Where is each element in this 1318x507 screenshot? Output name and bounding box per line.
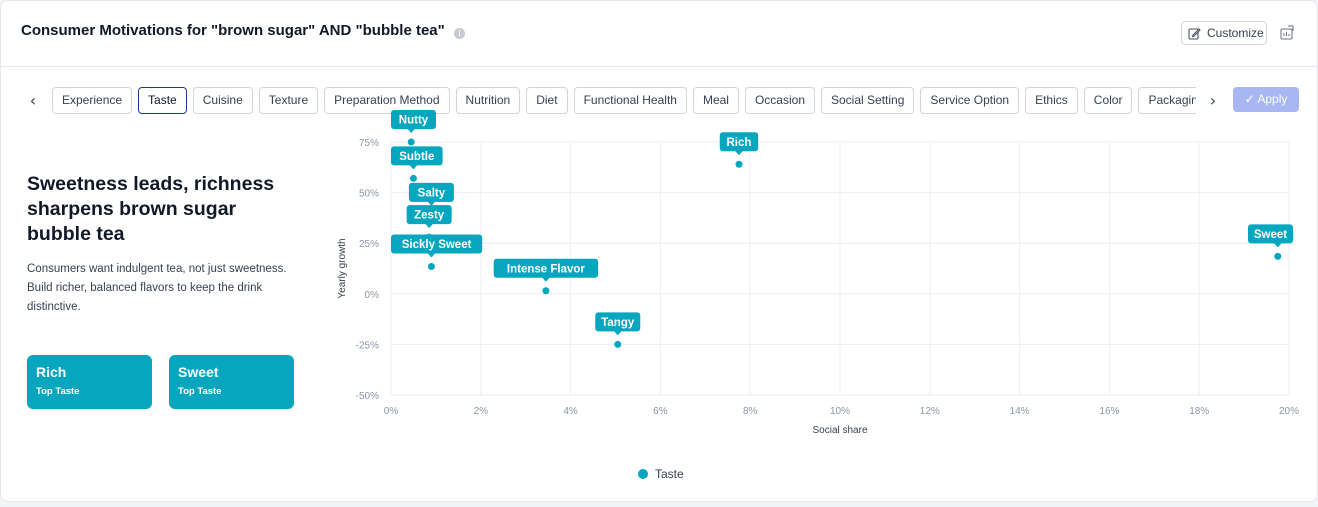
- insight-description: Consumers want indulgent tea, not just s…: [27, 263, 287, 313]
- data-point: [1274, 252, 1282, 260]
- y-tick-label: 25%: [359, 239, 379, 250]
- insight-headline: Sweetness leads, richness sharpens brown…: [27, 173, 275, 245]
- data-label: Subtle: [399, 151, 434, 163]
- page-title: Consumer Motivations for "brown sugar" A…: [21, 22, 445, 39]
- x-tick-label: 2%: [474, 406, 489, 417]
- y-tick-label: 0%: [365, 290, 380, 301]
- legend-marker: [638, 469, 648, 479]
- tabs-next-button[interactable]: ›: [1209, 91, 1217, 110]
- data-label-box: [1248, 224, 1293, 244]
- x-tick-label: 6%: [653, 406, 668, 417]
- tab-color[interactable]: Color: [1083, 87, 1133, 114]
- kpi-card-rich: Rich Top Taste: [27, 355, 152, 409]
- tab-preparation-method[interactable]: Preparation Method: [324, 87, 450, 114]
- x-tick-label: 4%: [563, 406, 578, 417]
- x-tick-label: 12%: [920, 406, 940, 417]
- y-tick-label: 75%: [359, 138, 379, 149]
- data-label-box: [406, 205, 452, 225]
- customize-button[interactable]: Customize: [1181, 21, 1267, 45]
- tab-taste[interactable]: Taste: [138, 87, 187, 114]
- data-label-pointer: [409, 164, 418, 170]
- y-tick-label: 50%: [359, 189, 379, 200]
- tabs-list: Experience Taste Cuisine Texture Preparation…: [52, 87, 1196, 115]
- x-tick-label: 14%: [1010, 406, 1030, 417]
- data-label-pointer: [427, 201, 436, 206]
- kpi-title: Sweet: [178, 364, 219, 380]
- data-label: Sickly Sweet: [402, 239, 472, 251]
- x-tick-label: 10%: [830, 406, 850, 417]
- tab-packaging[interactable]: Packaging: [1138, 87, 1196, 114]
- x-tick-label: 16%: [1099, 406, 1119, 417]
- taste-tabs-bar: ‹ Experience Taste Cuisine Texture Preparati…: [1, 87, 1317, 115]
- data-label-box: [391, 234, 483, 254]
- tab-functional-health[interactable]: Functional Health: [573, 87, 687, 114]
- tab-service-option[interactable]: Service Option: [920, 87, 1020, 114]
- data-point: [542, 287, 550, 295]
- info-icon[interactable]: i: [454, 28, 465, 39]
- tab-texture[interactable]: Texture: [258, 87, 319, 114]
- data-label-box: [719, 132, 759, 152]
- edit-icon: [1188, 27, 1201, 40]
- apply-button[interactable]: ✓ Apply: [1233, 87, 1299, 112]
- kpi-subtitle: Top Taste: [178, 386, 222, 397]
- data-label: Zesty: [414, 210, 445, 222]
- data-label-box: [493, 258, 599, 278]
- tab-ethics[interactable]: Ethics: [1025, 87, 1078, 114]
- data-point: [409, 174, 417, 182]
- data-label-box: [595, 312, 641, 332]
- tab-cuisine[interactable]: Cuisine: [192, 87, 253, 114]
- kpi-title: Rich: [36, 364, 67, 380]
- data-label: Intense Flavor: [507, 263, 585, 275]
- data-label-pointer: [541, 277, 550, 282]
- data-label-pointer: [613, 330, 622, 336]
- tabs-viewport: Experience Taste Cuisine Texture Preparation…: [52, 87, 1196, 115]
- x-tick-label: 20%: [1279, 406, 1299, 417]
- legend-label: Taste: [655, 467, 684, 481]
- data-label: Nutty: [399, 115, 429, 127]
- data-label-pointer: [1273, 242, 1282, 248]
- scatter-chart: 0% 2% 4% 6% 8% 10% 12% 14% 16% 18% 20%75%50%25%0%-…: [337, 110, 1299, 436]
- y-axis-title: Yearly growth: [337, 238, 348, 298]
- data-label-box: [391, 110, 436, 129]
- data-label-box: [391, 146, 443, 166]
- tab-diet[interactable]: Diet: [526, 87, 568, 114]
- y-tick-label: -50%: [356, 391, 379, 402]
- tab-occasion[interactable]: Occasion: [744, 87, 815, 114]
- data-point: [735, 160, 743, 168]
- y-tick-label: -25%: [356, 340, 379, 351]
- card-header: Consumer Motivations for "brown sugar" A…: [1, 1, 1317, 67]
- x-tick-label: 18%: [1189, 406, 1209, 417]
- data-label-pointer: [407, 128, 416, 133]
- kpi-card-sweet: Sweet Top Taste: [169, 355, 294, 409]
- tabs-prev-button[interactable]: ‹: [29, 91, 37, 110]
- data-point: [407, 138, 415, 146]
- chart-legend[interactable]: Taste: [638, 467, 684, 481]
- tab-social-setting[interactable]: Social Setting: [821, 87, 915, 114]
- data-point: [427, 262, 435, 270]
- kpi-subtitle: Top Taste: [36, 386, 80, 397]
- customize-label: Customize: [1207, 26, 1264, 40]
- data-label: Tangy: [601, 317, 635, 329]
- data-label-pointer: [427, 252, 436, 258]
- data-label-pointer: [425, 223, 434, 229]
- tab-experience[interactable]: Experience: [52, 87, 133, 114]
- tab-meal[interactable]: Meal: [692, 87, 739, 114]
- tab-nutrition[interactable]: Nutrition: [455, 87, 521, 114]
- data-label: Rich: [727, 137, 752, 149]
- data-label-pointer: [734, 150, 743, 156]
- data-label: Salty: [418, 187, 446, 199]
- export-chart-icon[interactable]: [1279, 25, 1295, 41]
- data-point: [614, 340, 622, 348]
- x-tick-label: 0%: [384, 406, 399, 417]
- x-axis-title: Social share: [812, 425, 867, 436]
- data-label-box: [408, 182, 454, 202]
- data-label: Sweet: [1254, 229, 1287, 241]
- x-tick-label: 8%: [743, 406, 758, 417]
